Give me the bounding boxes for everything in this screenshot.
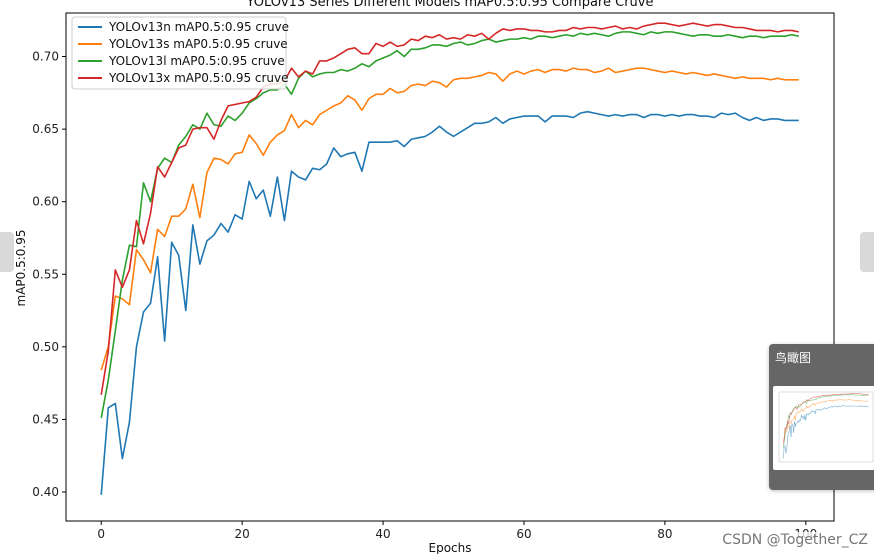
left-side-tab[interactable] <box>0 232 14 272</box>
series-line-4 <box>100 22 799 395</box>
legend-label-3: YOLOv13l mAP0.5:0.95 cruve <box>108 54 285 68</box>
x-tick-label: 40 <box>375 527 390 541</box>
legend-label-1: YOLOv13n mAP0.5:0.95 cruve <box>108 20 289 34</box>
x-axis-title: Epochs <box>429 541 472 554</box>
overview-thumbnail-chart <box>778 391 874 463</box>
legend-box <box>71 16 287 90</box>
watermark: CSDN @Together_CZ <box>720 532 870 548</box>
y-tick-label: 0.45 <box>32 412 59 426</box>
series-line-3 <box>100 31 799 419</box>
series-line-1 <box>100 110 799 495</box>
chart-title: YOLOv13 Series Different Models mAP0.5:0… <box>246 0 654 10</box>
x-tick-label: 60 <box>516 527 531 541</box>
thumb-line-1 <box>783 405 869 459</box>
y-tick-label: 0.65 <box>32 122 59 136</box>
series-line-2 <box>100 67 799 371</box>
y-tick-label: 0.60 <box>32 195 59 209</box>
overview-thumbnail[interactable] <box>773 386 874 470</box>
overview-title: 鸟瞰图 <box>775 351 812 365</box>
y-tick-label: 0.50 <box>32 340 59 354</box>
plot-frame <box>65 12 835 522</box>
y-tick-label: 0.70 <box>32 50 59 64</box>
legend-label-4: YOLOv13x mAP0.5:0.95 cruve <box>108 71 289 85</box>
y-tick-label: 0.55 <box>32 267 59 281</box>
overview-panel[interactable]: 鸟瞰图 <box>769 344 874 490</box>
y-tick-label: 0.40 <box>32 485 59 499</box>
right-side-tab[interactable] <box>860 232 874 272</box>
thumb-line-4 <box>783 393 869 445</box>
x-tick-label: 0 <box>97 527 105 541</box>
x-tick-label: 80 <box>657 527 672 541</box>
plot-area: 0204060801000.400.450.500.550.600.650.70… <box>32 12 835 541</box>
thumb-frame <box>778 391 874 463</box>
thumb-line-2 <box>783 399 869 442</box>
y-axis-title: mAP0.5:0.95 <box>14 230 28 307</box>
thumb-line-3 <box>783 394 869 448</box>
x-tick-label: 20 <box>235 527 250 541</box>
legend-label-2: YOLOv13s mAP0.5:0.95 cruve <box>108 37 288 51</box>
